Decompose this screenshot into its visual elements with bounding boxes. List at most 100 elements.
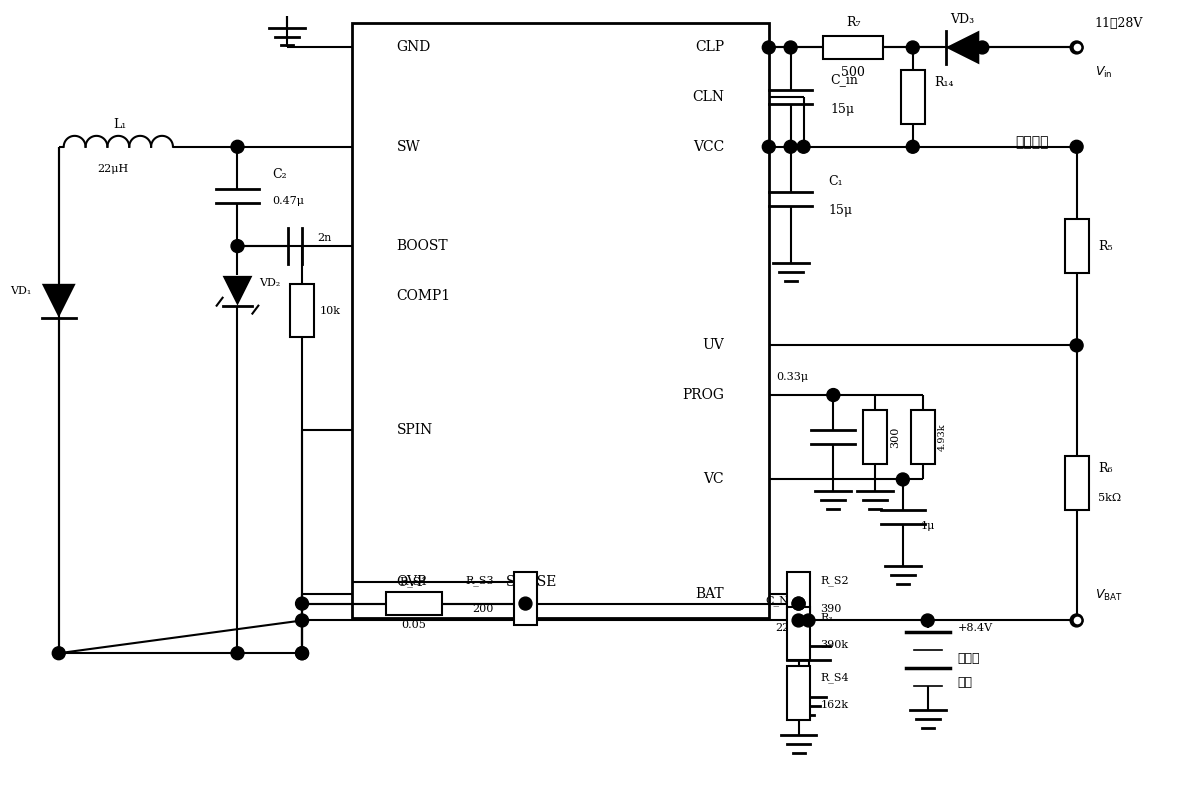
Text: R₅: R₅ [1099,239,1113,253]
Polygon shape [42,284,76,318]
Text: 5kΩ: 5kΩ [1099,493,1121,503]
Text: SPIN: SPIN [396,422,433,437]
Circle shape [1070,614,1083,627]
Circle shape [762,140,775,154]
Text: VD₂: VD₂ [259,278,281,288]
Circle shape [792,597,805,610]
Text: VD₁: VD₁ [10,286,31,296]
Circle shape [1070,339,1083,352]
Text: 11～28V: 11～28V [1095,17,1143,30]
Text: PROG: PROG [682,388,724,402]
Text: 15μ: 15μ [829,204,853,218]
Text: GND: GND [396,41,430,54]
Text: C₁: C₁ [829,174,843,187]
Text: 200: 200 [472,603,493,614]
Circle shape [1070,41,1083,54]
Text: C_NT: C_NT [766,595,797,606]
Text: VCC: VCC [693,140,724,154]
Circle shape [906,140,919,154]
Bar [787,572,811,626]
Bar [911,410,935,464]
Text: 162k: 162k [820,700,849,710]
Polygon shape [222,276,252,306]
Text: VD₃: VD₃ [950,13,975,26]
Circle shape [921,614,935,627]
Text: BAT: BAT [696,586,724,601]
Circle shape [52,646,65,660]
Circle shape [231,240,244,253]
Text: 电池: 电池 [957,675,973,689]
Text: 系统负载: 系统负载 [1015,135,1049,149]
Circle shape [1070,140,1083,154]
Text: OVP: OVP [396,574,427,589]
Circle shape [785,41,797,54]
Bar [901,70,925,124]
Text: R_S1: R_S1 [400,576,428,587]
Text: R_S2: R_S2 [820,575,849,586]
Text: UV: UV [703,338,724,352]
Text: 0.33μ: 0.33μ [776,372,809,382]
Text: BOOST: BOOST [396,239,448,253]
Text: 2n: 2n [317,233,332,243]
Text: 390k: 390k [820,640,849,650]
Circle shape [520,597,531,610]
Bar [1064,456,1089,510]
Text: COMP1: COMP1 [396,289,451,302]
Bar [1064,219,1089,273]
Circle shape [296,614,308,627]
Circle shape [797,140,810,154]
Bar [863,410,887,464]
Text: 390: 390 [820,603,842,614]
Text: 锂离子: 锂离子 [957,652,980,665]
Text: 4.93k: 4.93k [938,423,946,451]
Circle shape [792,597,805,610]
Circle shape [976,41,989,54]
Bar [352,22,769,618]
Text: R₃: R₃ [820,614,833,623]
Text: C_in: C_in [830,73,858,86]
Text: 300: 300 [889,426,900,448]
Text: $V_{\rm in}$: $V_{\rm in}$ [1095,65,1112,80]
Text: R₆: R₆ [1099,462,1113,474]
Bar [514,572,537,626]
Text: VC: VC [704,473,724,486]
Text: 0.05: 0.05 [402,621,426,630]
Circle shape [296,646,308,660]
Text: 22μH: 22μH [97,164,128,174]
Text: R_S4: R_S4 [820,673,849,683]
Bar [290,284,314,338]
Bar [787,666,811,720]
Text: C₂: C₂ [272,168,287,181]
Text: 1μ: 1μ [920,521,935,531]
Text: CLN: CLN [692,90,724,104]
Text: 10k: 10k [320,306,341,316]
Polygon shape [945,30,980,64]
Text: CLP: CLP [694,41,724,54]
Circle shape [762,41,775,54]
Text: R₇: R₇ [845,16,861,29]
Text: SW: SW [396,140,420,154]
Bar [787,606,811,660]
Circle shape [296,597,308,610]
Text: 22μ: 22μ [775,623,797,634]
Text: SENSE: SENSE [505,574,556,589]
Circle shape [906,41,919,54]
Bar [386,592,441,615]
Circle shape [792,614,805,627]
Circle shape [231,140,244,154]
Circle shape [803,614,814,627]
Circle shape [296,646,308,660]
Text: R₁₄: R₁₄ [935,76,954,89]
Text: R_S3: R_S3 [465,575,493,586]
Circle shape [826,389,839,402]
Circle shape [231,646,244,660]
Bar [824,35,883,59]
Circle shape [785,140,797,154]
Text: 15μ: 15μ [830,102,855,115]
Text: L₁: L₁ [114,118,127,131]
Text: 500: 500 [842,66,866,78]
Text: $V_{\rm BAT}$: $V_{\rm BAT}$ [1095,588,1122,603]
Circle shape [897,473,910,486]
Text: 0.47μ: 0.47μ [272,196,304,206]
Text: +8.4V: +8.4V [957,623,993,634]
